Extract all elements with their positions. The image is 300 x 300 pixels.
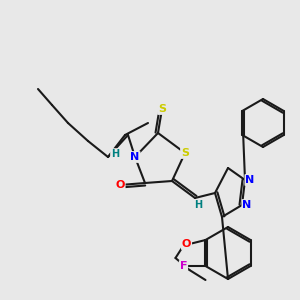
Text: S: S bbox=[158, 104, 166, 114]
Text: N: N bbox=[245, 175, 255, 185]
Text: N: N bbox=[242, 200, 252, 210]
Text: O: O bbox=[182, 239, 191, 249]
Text: H: H bbox=[111, 149, 119, 159]
Text: O: O bbox=[115, 180, 125, 190]
Text: S: S bbox=[181, 148, 189, 158]
Text: N: N bbox=[130, 152, 140, 162]
Text: F: F bbox=[180, 261, 187, 271]
Text: H: H bbox=[194, 200, 202, 210]
